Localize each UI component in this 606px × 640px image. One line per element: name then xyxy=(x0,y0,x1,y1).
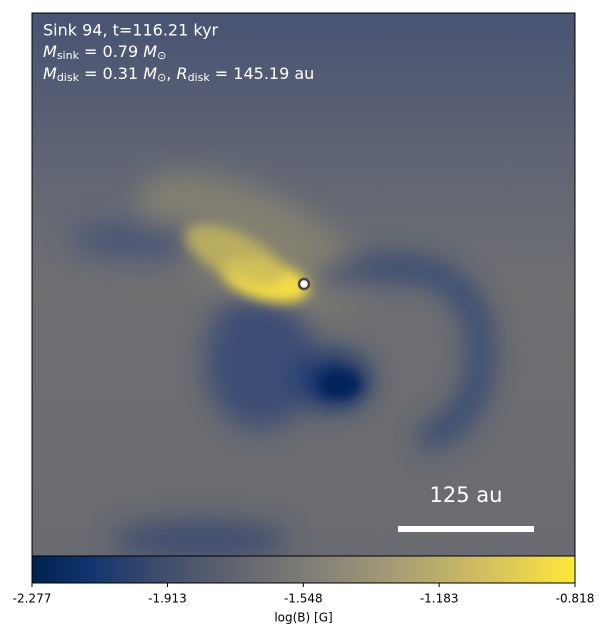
subscript: ⊙ xyxy=(157,49,166,62)
value: = 145.19 au xyxy=(210,64,315,83)
separator: , xyxy=(166,64,176,83)
symbol: M xyxy=(43,42,57,61)
tick-label: -0.818 xyxy=(556,592,595,606)
subscript: ⊙ xyxy=(157,71,166,84)
field-image xyxy=(32,13,575,556)
colorbar xyxy=(31,555,576,584)
sink-marker xyxy=(297,277,311,291)
unit: M xyxy=(143,42,157,61)
subscript: sink xyxy=(57,49,80,62)
unit: M xyxy=(143,64,157,83)
value: = 0.31 xyxy=(79,64,143,83)
tick-label: -1.913 xyxy=(148,592,187,606)
subscript: disk xyxy=(57,71,80,84)
scale-bar-label: 125 au xyxy=(430,483,503,507)
colorbar-label: log(B) [G] xyxy=(274,611,332,625)
tick-label: -1.548 xyxy=(284,592,323,606)
symbol: R xyxy=(176,64,187,83)
annotation: Mdisk = 0.31 M⊙, Rdisk = 145.19 au xyxy=(43,64,314,85)
value: = 0.79 xyxy=(79,42,143,61)
tick-label: -1.183 xyxy=(420,592,459,606)
symbol: M xyxy=(43,64,57,83)
subscript: disk xyxy=(188,71,211,84)
tick-label: -2.277 xyxy=(13,592,52,606)
annotation: Sink 94, t=116.21 kyr xyxy=(43,21,219,40)
annotation: Msink = 0.79 M⊙ xyxy=(43,42,166,63)
